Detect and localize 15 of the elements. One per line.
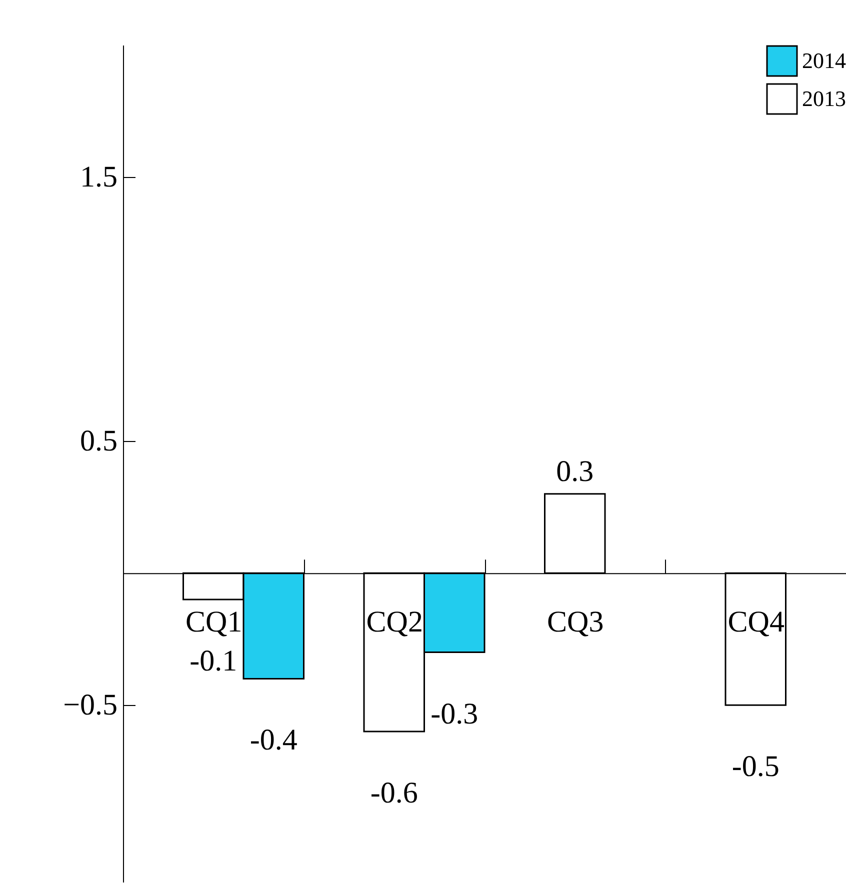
data-label: -0.1: [190, 644, 238, 678]
data-label: 0.3: [556, 454, 594, 488]
legend-label: 2013: [802, 86, 846, 111]
y-tick-label: −0.5: [63, 688, 118, 722]
y-tick-label: 1.5: [80, 160, 118, 194]
data-label: -0.5: [732, 750, 780, 784]
x-tick-label: CQ1: [186, 606, 242, 639]
legend-label: 2014: [802, 48, 846, 73]
x-tick-label: CQ4: [728, 606, 784, 639]
y-tick-label: 0.5: [80, 424, 118, 458]
data-label: -0.4: [250, 724, 298, 757]
x-tick-label: CQ3: [547, 606, 604, 639]
x-tick-label: CQ2: [366, 606, 423, 639]
data-label: -0.3: [430, 697, 478, 730]
data-label: -0.6: [370, 776, 418, 810]
